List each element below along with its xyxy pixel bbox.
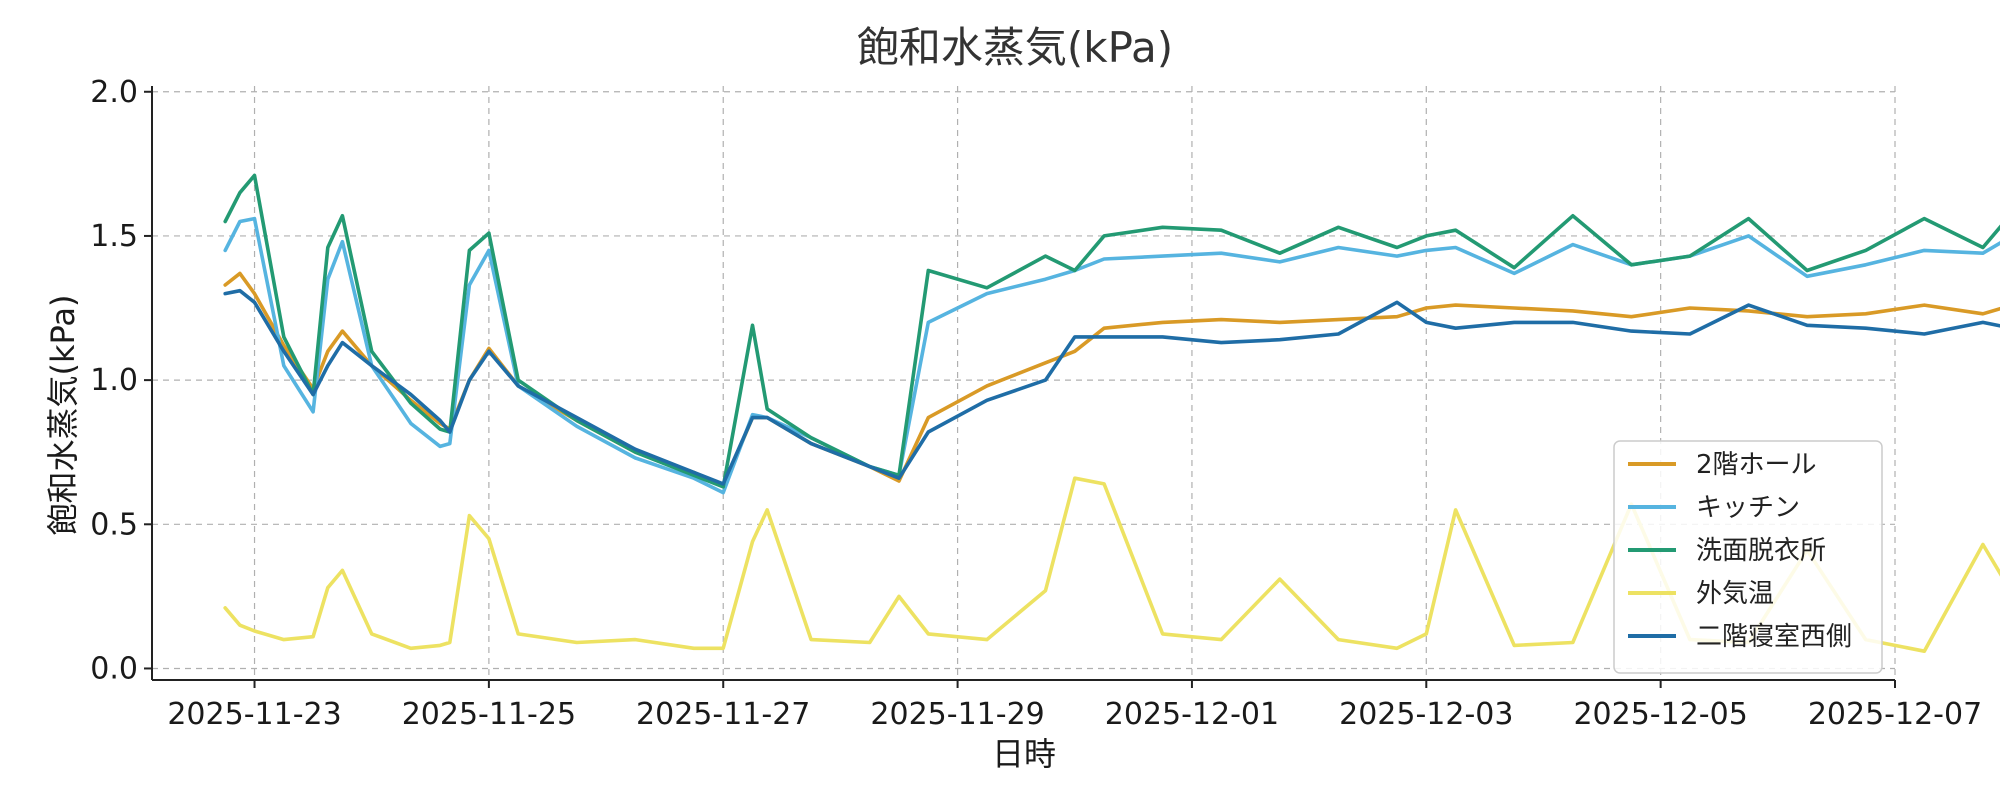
y-tick-label: 1.5	[90, 219, 138, 254]
x-tick-label: 2025-11-25	[402, 697, 576, 732]
tick-labels: 0.0 0.5 1.0 1.5 2.0 2025-11-23 2025-11-25 2025-…	[90, 75, 1982, 732]
x-tick-label: 2025-12-01	[1105, 697, 1279, 732]
x-tick-label: 2025-11-29	[870, 697, 1044, 732]
x-tick-label: 2025-12-03	[1339, 697, 1513, 732]
y-tick-label: 0.5	[90, 507, 138, 542]
x-axis-title: 日時	[992, 735, 1056, 773]
x-tick-label: 2025-11-23	[167, 697, 341, 732]
y-tick-label: 2.0	[90, 75, 138, 110]
series-line-2	[223, 173, 2000, 489]
series-line-3	[223, 476, 2000, 654]
x-tick-label: 2025-11-27	[636, 697, 810, 732]
axes	[151, 86, 1895, 681]
legend-label: 洗面脱衣所	[1696, 536, 1826, 566]
legend-label: 外気温	[1696, 579, 1774, 609]
chart-title: 飽和水蒸気(kPa)	[857, 23, 1173, 72]
x-tick-label: 2025-12-05	[1573, 697, 1747, 732]
series-line-1	[223, 216, 2000, 495]
y-axis-title: 飽和水蒸気(kPa)	[44, 295, 82, 536]
legend-label: キッチン	[1696, 493, 1800, 523]
y-tick-label: 1.0	[90, 363, 138, 398]
y-tick-label: 0.0	[90, 651, 138, 686]
series-line-4	[223, 288, 2000, 486]
legend-label: 二階寝室西側	[1696, 622, 1852, 652]
legend-box	[1613, 440, 1883, 674]
series-lines	[223, 173, 2000, 654]
x-tick-label: 2025-12-07	[1808, 697, 1982, 732]
legend-label: 2階ホール	[1696, 450, 1817, 480]
